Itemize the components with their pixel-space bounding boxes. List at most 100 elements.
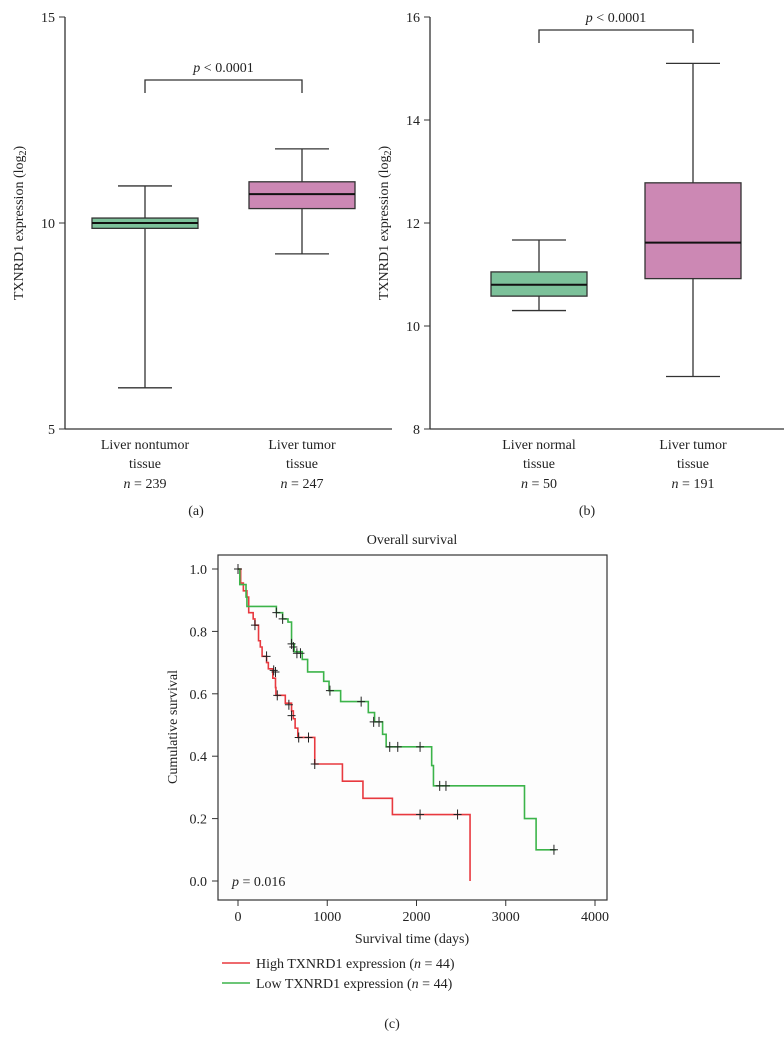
group-label: Liver nontumor xyxy=(101,438,190,453)
censor-mark xyxy=(250,620,259,631)
survival-curve-low xyxy=(238,568,556,851)
censor-mark xyxy=(272,607,281,618)
group-n: n = 191 xyxy=(672,477,715,492)
censor-mark xyxy=(310,759,319,769)
y-tick-label: 0.8 xyxy=(190,625,208,640)
y-tick-label: 14 xyxy=(406,114,420,129)
n-symbol: n xyxy=(412,977,423,992)
censor-mark xyxy=(453,809,462,820)
panel-label: (c) xyxy=(384,1017,400,1032)
ylabel-close: ) xyxy=(377,146,392,151)
censor-mark xyxy=(393,741,402,752)
censor-mark xyxy=(287,710,296,721)
legend-entry: High TXNRD1 expression (n = 44) xyxy=(256,957,455,972)
y-tick-label: 0.6 xyxy=(190,688,208,703)
y-tick-label: 16 xyxy=(406,11,420,26)
x-axis-label: Survival time (days) xyxy=(355,932,470,947)
x-tick-label: 1000 xyxy=(313,910,341,925)
censor-mark xyxy=(416,741,425,752)
group-label-line2: tissue xyxy=(129,457,161,472)
panel-label: (b) xyxy=(579,504,596,519)
ylabel-close: ) xyxy=(12,146,27,151)
y-tick-label: 0.2 xyxy=(190,813,208,828)
significance-bracket xyxy=(538,29,694,43)
group-n: n = 239 xyxy=(124,477,167,492)
ylabel: TXNRD1 expression (log xyxy=(377,156,392,301)
y-tick-label: 10 xyxy=(41,217,55,232)
censor-mark xyxy=(441,780,450,791)
x-tick-label: 2000 xyxy=(403,910,431,925)
x-tick-label: 3000 xyxy=(492,910,520,925)
ylabel-sub: 2 xyxy=(18,151,29,156)
x-tick-label: 0 xyxy=(235,910,242,925)
censor-mark xyxy=(357,696,366,707)
p-value: = 0.016 xyxy=(239,875,285,890)
y-axis-label: TXNRD1 expression (log2) xyxy=(12,146,29,301)
censor-mark xyxy=(278,613,287,624)
legend-entry: Low TXNRD1 expression (n = 44) xyxy=(256,977,453,992)
censor-mark xyxy=(262,651,271,662)
n-symbol: n xyxy=(414,957,425,972)
censor-mark xyxy=(304,732,313,743)
n-value: = 247 xyxy=(291,477,323,492)
censor-mark xyxy=(375,716,384,727)
y-tick-label: 15 xyxy=(41,11,55,26)
y-tick-label: 8 xyxy=(413,423,420,438)
significance-bracket xyxy=(144,79,303,93)
p-symbol: p xyxy=(231,875,239,890)
censor-mark xyxy=(549,844,558,855)
y-tick-label: 10 xyxy=(406,320,420,335)
n-value: = 191 xyxy=(682,477,714,492)
y-axis-label: Cumulative survival xyxy=(166,670,181,784)
x-tick-label: 4000 xyxy=(581,910,609,925)
n-symbol: n xyxy=(521,477,532,492)
n-value: = 50 xyxy=(532,477,557,492)
y-tick-label: 0.0 xyxy=(190,875,208,890)
censor-mark xyxy=(273,690,282,701)
legend-n: = 44) xyxy=(422,977,452,992)
y-axis-label: TXNRD1 expression (log2) xyxy=(377,146,394,301)
n-symbol: n xyxy=(672,477,683,492)
legend-label: Low TXNRD1 expression ( xyxy=(256,977,412,992)
y-tick-label: 5 xyxy=(48,423,55,438)
legend-label: High TXNRD1 expression ( xyxy=(256,957,414,972)
p-symbol: p xyxy=(192,61,200,76)
group-n: n = 50 xyxy=(521,477,557,492)
box xyxy=(248,181,356,210)
n-value: = 239 xyxy=(134,477,166,492)
ylabel-sub: 2 xyxy=(383,151,394,156)
y-tick-label: 1.0 xyxy=(190,563,208,578)
censor-mark xyxy=(296,648,305,659)
group-label: Liver tumor xyxy=(659,438,727,453)
panel-label: (a) xyxy=(188,504,204,519)
chart-title: Overall survival xyxy=(367,533,458,548)
group-label: Liver normal xyxy=(502,438,576,453)
censor-mark xyxy=(284,699,293,710)
ylabel: TXNRD1 expression (log xyxy=(12,156,27,301)
y-tick-label: 0.4 xyxy=(190,750,208,765)
censor-mark xyxy=(289,642,298,652)
censor-mark xyxy=(234,564,242,574)
censor-mark xyxy=(294,732,303,743)
censor-mark xyxy=(271,666,280,677)
p-symbol: p xyxy=(585,11,593,26)
legend-n: = 44) xyxy=(425,957,455,972)
p-value: < 0.0001 xyxy=(593,11,646,26)
significance-label: p < 0.0001 xyxy=(585,11,646,26)
p-value: < 0.0001 xyxy=(200,61,253,76)
y-tick-label: 12 xyxy=(406,217,420,232)
p-value-label: p = 0.016 xyxy=(231,875,285,890)
censor-mark xyxy=(385,741,394,752)
significance-label: p < 0.0001 xyxy=(192,61,253,76)
group-label-line2: tissue xyxy=(677,457,709,472)
censor-mark xyxy=(416,809,425,820)
group-label: Liver tumor xyxy=(268,438,336,453)
group-label-line2: tissue xyxy=(523,457,555,472)
group-label-line2: tissue xyxy=(286,457,318,472)
censor-mark xyxy=(325,685,334,696)
group-n: n = 247 xyxy=(281,477,324,492)
n-symbol: n xyxy=(281,477,292,492)
box xyxy=(644,182,742,280)
censor-mark xyxy=(269,665,278,676)
